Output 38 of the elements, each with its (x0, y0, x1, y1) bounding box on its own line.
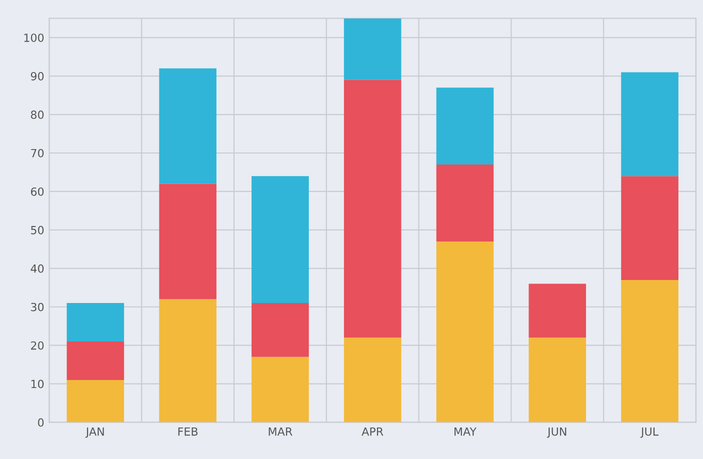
y-tick-label: 70 (31, 148, 44, 158)
y-tick-label: 80 (30, 110, 44, 119)
bar (159, 299, 216, 422)
bar (436, 164, 494, 242)
x-tick-label: JUN (546, 427, 566, 438)
y-tick-label: 0 (38, 418, 44, 427)
x-tick-label: JUL (640, 427, 659, 438)
bar (621, 280, 678, 422)
y-tick-label: 60 (30, 187, 44, 196)
y-tick-label: 100 (24, 34, 44, 42)
x-tick-label: MAR (268, 427, 292, 436)
bar (159, 68, 216, 184)
bar (66, 303, 124, 342)
bar (528, 284, 586, 338)
y-tick-label: 10 (31, 380, 44, 388)
bar (621, 72, 678, 176)
y-tick-label: 90 (30, 72, 44, 80)
x-tick-label: JAN (85, 427, 104, 438)
bar (344, 338, 402, 422)
bar (66, 341, 124, 380)
x-tick-label: APR (362, 427, 384, 436)
y-tick-label: 30 (31, 302, 44, 312)
bar (252, 176, 309, 304)
x-tick-label: MAY (454, 427, 477, 436)
bar (621, 176, 678, 280)
bar (436, 241, 494, 422)
bar (528, 338, 586, 422)
bar (344, 18, 402, 80)
bar (66, 380, 124, 422)
bar (344, 80, 402, 338)
y-tick-label: 20 (31, 341, 44, 350)
x-tick-label: FEB (178, 427, 198, 436)
y-tick-label: 50 (31, 226, 44, 234)
bar (436, 88, 494, 165)
bar (159, 184, 216, 300)
y-tick-label: 40 (30, 264, 44, 273)
bar (252, 303, 309, 357)
bar (252, 356, 309, 422)
